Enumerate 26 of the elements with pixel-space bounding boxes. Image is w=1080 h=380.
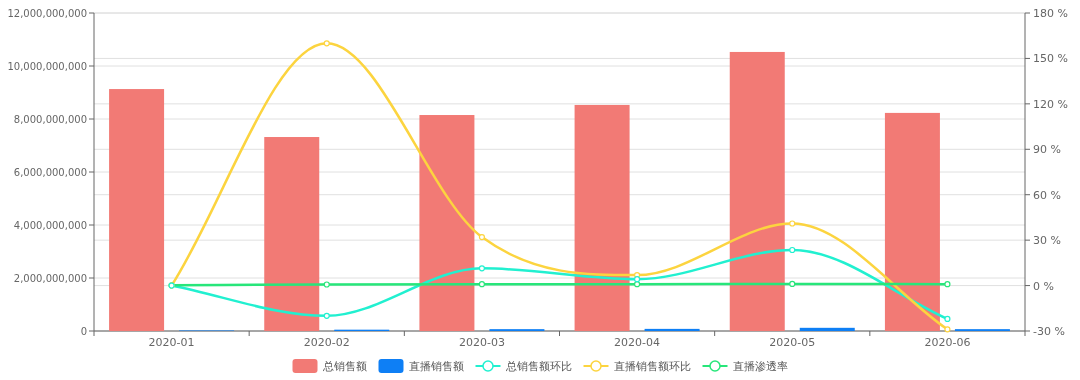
legend-label: 总销售额 [321, 360, 367, 373]
legend-label: 总销售额环比 [504, 360, 572, 373]
y2-tick-label: 30 % [1033, 234, 1061, 248]
y2-tick-label: 0 % [1033, 279, 1054, 293]
y2-tick-label: 150 % [1033, 52, 1068, 66]
y-tick-label: 2,000,000,000 [13, 273, 87, 284]
x-tick-label: 2020-04 [614, 336, 661, 349]
y2-tick-label: 60 % [1033, 188, 1061, 202]
legend-label: 直播销售额 [408, 360, 464, 373]
y-tick-label: 8,000,000,000 [13, 114, 87, 125]
x-tick-label: 2020-05 [769, 336, 816, 349]
y-tick-label: 12,000,000,000 [7, 8, 87, 19]
y2-tick-label: 90 % [1033, 143, 1061, 157]
x-tick-label: 2020-01 [148, 336, 195, 349]
x-tick-label: 2020-02 [303, 336, 350, 349]
legend-label: 直播渗透率 [732, 360, 788, 373]
y-tick-label: 0 [80, 326, 87, 337]
y-tick-label: 6,000,000,000 [13, 167, 87, 178]
y-tick-label: 4,000,000,000 [13, 220, 87, 231]
x-tick-label: 2020-06 [924, 336, 971, 349]
x-tick-label: 2020-03 [458, 336, 505, 349]
legend-label: 直播销售额环比 [613, 360, 691, 373]
y2-tick-label: 180 % [1033, 7, 1068, 20]
y2-tick-label: -30 % [1033, 325, 1065, 338]
y2-tick-label: 120 % [1033, 97, 1068, 111]
y-tick-label: 10,000,000,000 [7, 61, 87, 72]
